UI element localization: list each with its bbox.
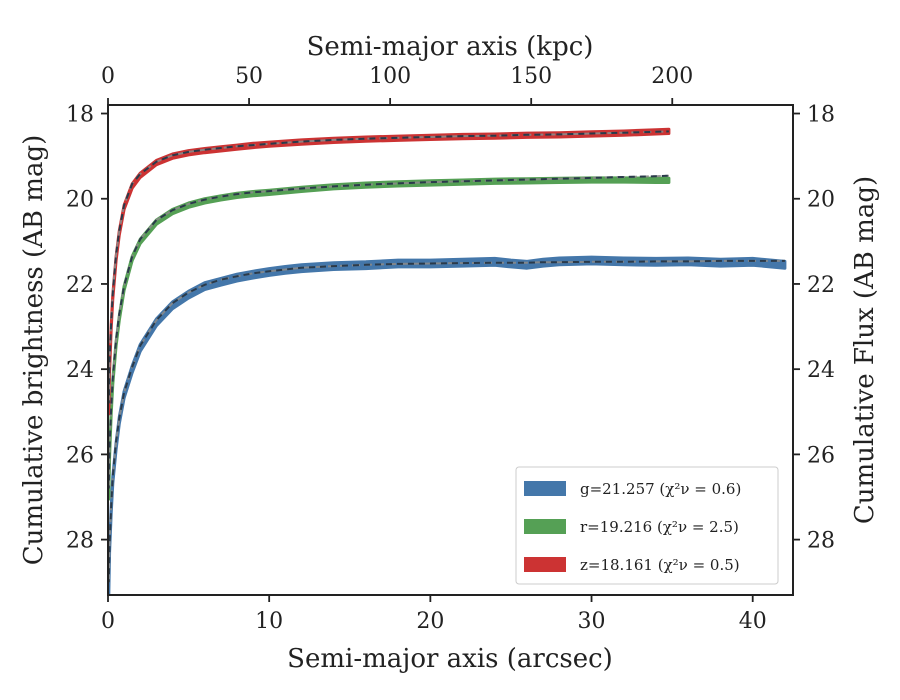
x-tick-label-4: 40 xyxy=(739,609,767,634)
right-y-tick-label-4: 26 xyxy=(807,443,835,468)
series-layer xyxy=(107,127,787,596)
x-tick-label-2: 20 xyxy=(416,609,444,634)
y-tick-label-2: 22 xyxy=(66,273,94,298)
y-tick-label-0: 18 xyxy=(66,103,94,128)
legend-swatch-1 xyxy=(524,519,566,534)
legend-swatch-2 xyxy=(524,557,566,572)
model-line-grey-1 xyxy=(107,174,669,489)
right-y-tick-label-3: 24 xyxy=(807,358,835,383)
y-tick-label-5: 28 xyxy=(66,529,94,554)
x-axis-title: Semi-major axis (arcsec) xyxy=(287,644,613,674)
plot-frame xyxy=(107,104,794,596)
legend-label-0: g=21.257 (χ²ν = 0.6) xyxy=(580,480,741,498)
top-x-axis-title: Semi-major axis (kpc) xyxy=(307,32,594,62)
right-y-tick-label-1: 20 xyxy=(807,188,835,213)
top-x-tick-label-1: 50 xyxy=(235,64,263,89)
legend-frame xyxy=(515,466,779,585)
right-y-tick-label-5: 28 xyxy=(807,529,835,554)
x-tick-label-0: 0 xyxy=(101,609,115,634)
y-tick-label-3: 24 xyxy=(66,358,94,383)
model-line-1 xyxy=(107,174,669,489)
y-tick-label-4: 26 xyxy=(66,443,94,468)
top-x-tick-label-2: 100 xyxy=(369,64,411,89)
model-line-0 xyxy=(107,259,785,583)
x-tick-label-3: 30 xyxy=(578,609,606,634)
legend-swatch-0 xyxy=(524,481,566,496)
legend-label-1: r=19.216 (χ²ν = 2.5) xyxy=(580,518,739,536)
y-tick-label-1: 20 xyxy=(66,188,94,213)
series-band-0 xyxy=(107,255,787,596)
right-y-axis-title: Cumulative Flux (AB mag) xyxy=(850,176,880,524)
x-tick-label-1: 10 xyxy=(255,609,283,634)
top-x-tick-label-4: 200 xyxy=(651,64,693,89)
right-y-tick-label-2: 22 xyxy=(807,273,835,298)
legend: g=21.257 (χ²ν = 0.6) r=19.216 (χ²ν = 2.5)… xyxy=(515,466,779,585)
legend-label-2: z=18.161 (χ²ν = 0.5) xyxy=(580,556,740,574)
top-x-tick-label-3: 150 xyxy=(510,64,552,89)
y-axis-title: Cumulative brightness (AB mag) xyxy=(19,135,49,566)
model-line-grey-2 xyxy=(107,130,669,404)
top-x-tick-label-0: 0 xyxy=(101,64,115,89)
right-y-tick-label-0: 18 xyxy=(807,103,835,128)
axes-layer: 0 10 20 30 40 0 50 100 150 200 18 20 22 24 26 28 18 20 22 2… xyxy=(66,64,835,634)
